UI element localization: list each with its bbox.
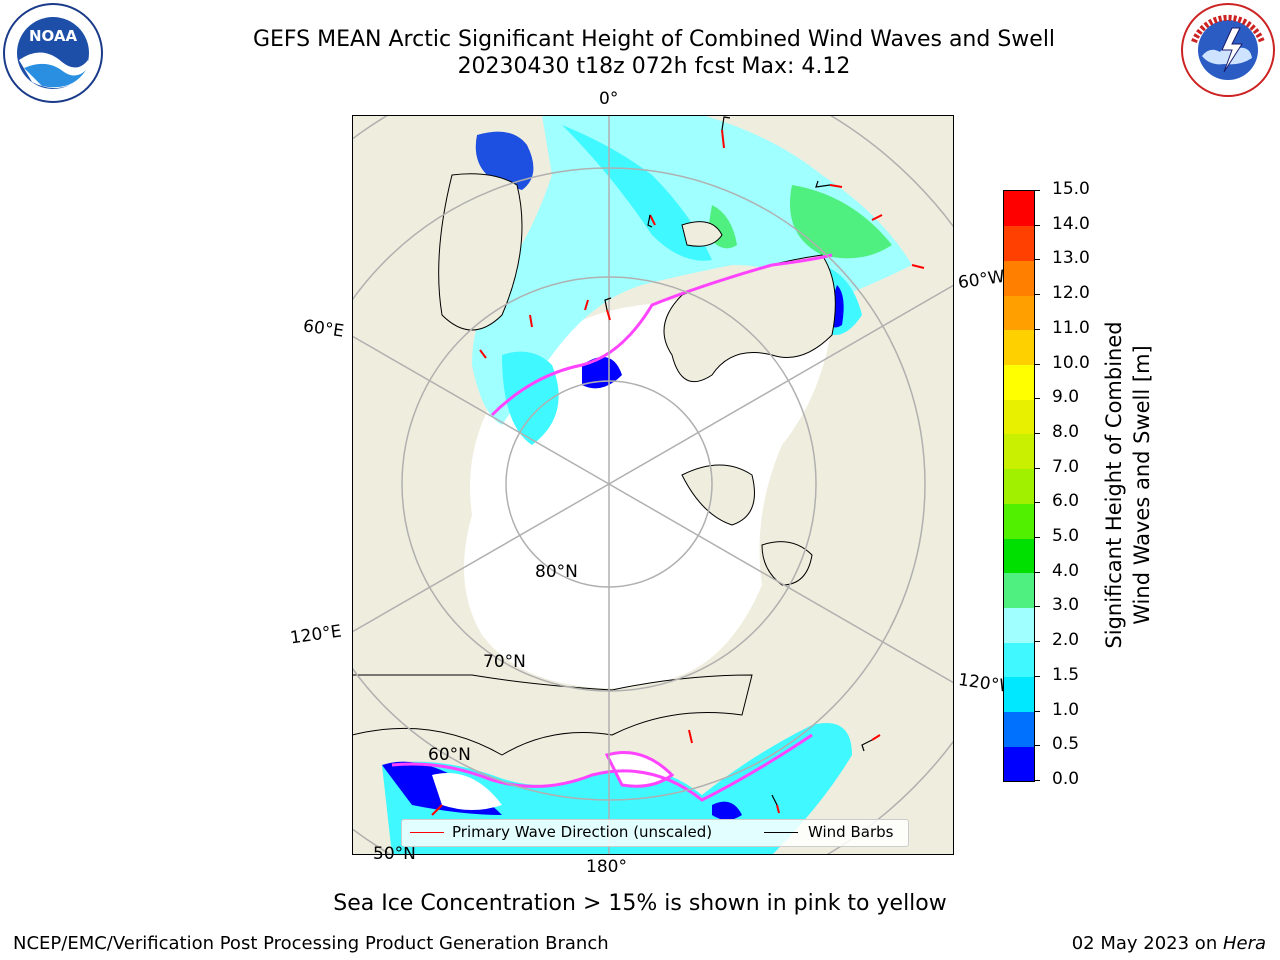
sea-ice-edge [490, 253, 833, 417]
colorbar-segment [1004, 364, 1034, 400]
parallel-label-80n: 80°N [535, 562, 578, 582]
footer-date: 02 May 2023 on Hera [1072, 933, 1266, 954]
polar-map [352, 115, 954, 855]
colorbar-tick-label: 3.0 [1052, 595, 1080, 616]
colorbar-tick [1034, 467, 1040, 469]
colorbar-tick-label: 8.0 [1052, 421, 1080, 442]
parallel-label-60n: 60°N [428, 745, 471, 765]
colorbar [1003, 190, 1035, 782]
colorbar-segment [1004, 295, 1034, 331]
colorbar-tick-label: 6.0 [1052, 491, 1080, 512]
colorbar-segment [1004, 711, 1034, 747]
colorbar-tick [1034, 780, 1040, 781]
colorbar-tick [1034, 190, 1040, 191]
footer-date-text: 02 May 2023 on [1071, 933, 1223, 954]
colorbar-tick-label: 12.0 [1052, 283, 1090, 304]
meridian-label-0: 0° [599, 89, 619, 109]
colorbar-label: Significant Height of Combined Wind Wave… [1100, 321, 1156, 648]
colorbar-tick [1034, 710, 1040, 712]
wave-direction-swatch [410, 832, 444, 833]
colorbar-segment [1004, 191, 1034, 227]
colorbar-tick-label: 15.0 [1052, 179, 1090, 199]
colorbar-tick [1034, 537, 1040, 539]
parallel-label-50n: 50°N [373, 844, 416, 864]
meridian-label-120e: 120°E [288, 621, 343, 649]
colorbar-tick [1034, 502, 1040, 504]
map-legend: Primary Wave Direction (unscaled) Wind B… [401, 819, 909, 847]
wind-barbs [604, 116, 873, 806]
nws-logo [1181, 3, 1275, 97]
legend-wave-direction: Primary Wave Direction (unscaled) [452, 823, 713, 841]
colorbar-tick-label: 14.0 [1052, 213, 1090, 234]
colorbar-tick [1034, 641, 1040, 643]
colorbar-segment [1004, 399, 1034, 435]
colorbar-tick-label: 13.0 [1052, 248, 1090, 269]
colorbar-label-line2: Wind Waves and Swell [m] [1130, 345, 1154, 625]
colorbar-tick-label: 2.0 [1052, 630, 1080, 651]
legend-wind-barbs: Wind Barbs [808, 823, 894, 841]
colorbar-tick [1034, 363, 1040, 365]
meridian-label-60e: 60°E [301, 316, 346, 342]
colorbar-tick-label: 7.0 [1052, 456, 1080, 477]
colorbar-segment [1004, 538, 1034, 574]
colorbar-tick [1034, 398, 1040, 400]
colorbar-tick-label: 1.5 [1052, 664, 1080, 685]
colorbar-tick-label: 0.5 [1052, 734, 1080, 755]
colorbar-segment [1004, 676, 1034, 713]
meridian-label-180: 180° [586, 857, 627, 877]
colorbar-tick [1034, 294, 1040, 296]
colorbar-tick-label: 1.0 [1052, 699, 1080, 720]
colorbar-segment [1004, 642, 1034, 678]
wind-barbs-swatch [764, 832, 798, 833]
colorbar-tick-label: 11.0 [1052, 317, 1090, 338]
footer-org: NCEP/EMC/Verification Post Processing Pr… [13, 933, 609, 954]
greenland [663, 254, 836, 383]
colorbar-tick-label: 10.0 [1052, 352, 1090, 373]
colorbar-segment [1004, 433, 1034, 470]
colorbar-tick [1034, 224, 1040, 226]
colorbar-segment [1004, 607, 1034, 643]
colorbar-tick-label: 9.0 [1052, 387, 1080, 408]
colorbar-tick-label: 5.0 [1052, 526, 1080, 547]
colorbar-tick [1034, 432, 1040, 434]
parallel-label-70n: 70°N [483, 652, 526, 672]
svg-text:NOAA: NOAA [29, 27, 78, 45]
colorbar-tick [1034, 745, 1040, 747]
colorbar-segment [1004, 746, 1034, 782]
colorbar-tick-label: 0.0 [1052, 769, 1080, 789]
colorbar-segment [1004, 503, 1034, 539]
graticule [352, 115, 954, 855]
colorbar-tick [1034, 571, 1040, 573]
colorbar-label-line1: Significant Height of Combined [1102, 321, 1126, 649]
colorbar-segment [1004, 225, 1034, 261]
colorbar-segment [1004, 572, 1034, 608]
colorbar-tick-label: 4.0 [1052, 560, 1080, 581]
meridian-label-60w: 60°W [956, 266, 1007, 294]
colorbar-segment [1004, 468, 1034, 504]
chart-title: GEFS MEAN Arctic Significant Height of C… [252, 27, 1056, 52]
colorbar-segment [1004, 329, 1034, 366]
colorbar-tick [1034, 675, 1040, 677]
colorbar-segment [1004, 260, 1034, 296]
colorbar-tick [1034, 259, 1040, 261]
colorbar-tick [1034, 328, 1040, 330]
noaa-logo: NOAA [3, 3, 103, 103]
chart-subtitle: 20230430 t18z 072h fcst Max: 4.12 [457, 54, 851, 79]
sea-ice-note: Sea Ice Concentration > 15% is shown in … [333, 891, 947, 916]
colorbar-tick [1034, 606, 1040, 608]
wave-arrows [431, 129, 925, 816]
footer-machine: Hera [1222, 933, 1266, 954]
